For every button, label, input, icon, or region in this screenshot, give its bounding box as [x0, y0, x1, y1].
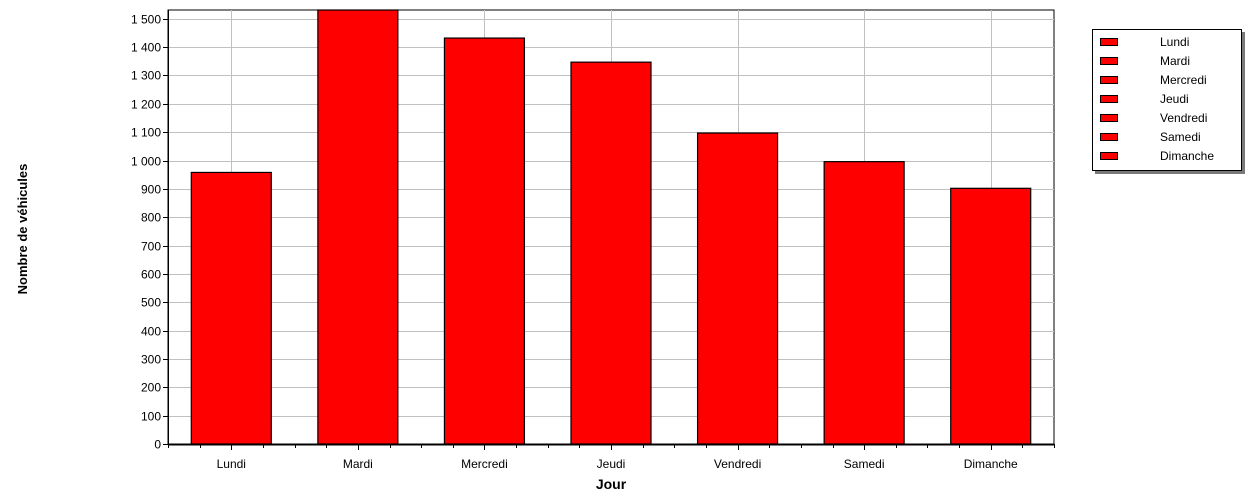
- y-tick-label: 1 400: [131, 41, 161, 55]
- y-tick-label: 100: [141, 410, 161, 424]
- y-tick-label: 300: [141, 353, 161, 367]
- y-tick-label: 1 300: [131, 69, 161, 83]
- legend-swatch: [1100, 38, 1118, 46]
- y-axis-label: Nombre de véhicules: [15, 164, 30, 295]
- bar-jeudi: [570, 61, 652, 445]
- legend-swatch: [1100, 133, 1118, 141]
- x-tick-label: Samedi: [844, 457, 885, 471]
- y-tick-label: 1 100: [131, 126, 161, 140]
- y-tick-label: 500: [141, 296, 161, 310]
- y-tick-label: 1 000: [131, 155, 161, 169]
- y-tick-label: 200: [141, 381, 161, 395]
- legend-item: 1 531Mardi: [1093, 53, 1241, 72]
- bars-group: [190, 9, 1032, 445]
- x-tick-labels: Lundi Mardi Mercredi Jeudi Vendredi Samedi Dim…: [217, 457, 1018, 471]
- x-tick-label: Lundi: [217, 457, 246, 471]
- legend-swatch: [1100, 95, 1118, 103]
- bar-mardi: [317, 9, 399, 445]
- y-tick-label: 600: [141, 268, 161, 282]
- y-tick-label: 800: [141, 211, 161, 225]
- legend-item: 958Lundi: [1093, 34, 1241, 53]
- bar-vendredi: [696, 132, 779, 445]
- x-tick-label: Vendredi: [714, 457, 761, 471]
- x-tick-label: Mercredi: [461, 457, 508, 471]
- x-tick-label: Mardi: [343, 457, 373, 471]
- bar-mercredi: [443, 37, 526, 445]
- y-tick-label: 400: [141, 325, 161, 339]
- x-axis-label: Jour: [596, 476, 627, 492]
- legend-swatch: [1100, 152, 1118, 160]
- legend-swatch: [1100, 76, 1118, 84]
- axes-group: [163, 10, 1055, 450]
- legend-item: 1 097Vendredi: [1093, 110, 1241, 129]
- legend-swatch: [1100, 114, 1118, 122]
- legend-swatch: [1100, 57, 1118, 65]
- bar-dimanche: [950, 187, 1032, 445]
- y-tick-labels: 0 100 200 300 400 500 600 700 800 900 1 000 1 100 1 …: [131, 13, 161, 452]
- y-tick-label: 0: [154, 438, 161, 452]
- x-tick-label: Dimanche: [964, 457, 1018, 471]
- bar-samedi: [823, 161, 905, 445]
- x-tick-label: Jeudi: [597, 457, 626, 471]
- legend-item: 1 347Jeudi: [1093, 91, 1241, 110]
- y-tick-label: 1 200: [131, 98, 161, 112]
- y-tick-label: 700: [141, 240, 161, 254]
- legend-item: 996Samedi: [1093, 129, 1241, 148]
- y-tick-label: 900: [141, 183, 161, 197]
- legend-item: 902Dimanche: [1093, 148, 1241, 167]
- bar-lundi: [190, 171, 272, 445]
- y-tick-label: 1 500: [131, 13, 161, 27]
- legend-item: 1 432Mercredi: [1093, 72, 1241, 91]
- legend: 958Lundi1 531Mardi1 432Mercredi1 347Jeud…: [1092, 29, 1242, 171]
